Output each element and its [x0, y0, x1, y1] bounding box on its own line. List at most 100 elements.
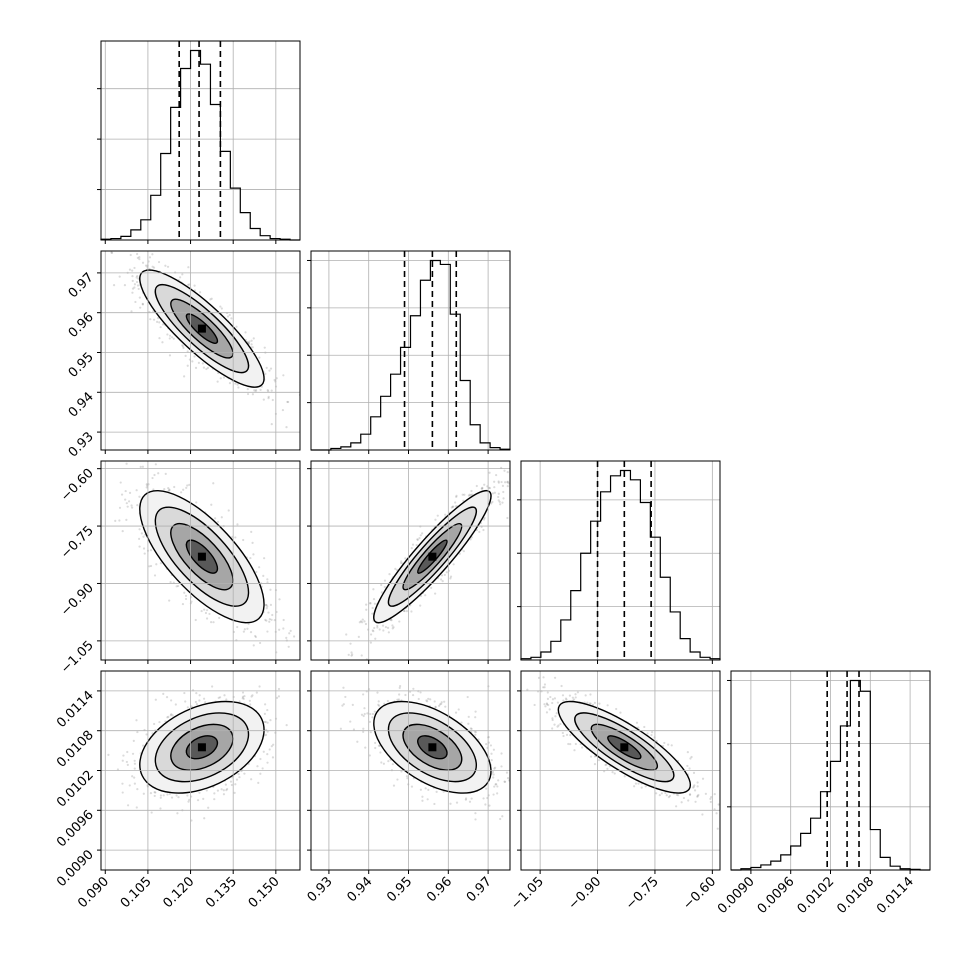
sample-point — [268, 748, 271, 751]
sample-point — [266, 761, 269, 764]
density-peak — [428, 552, 437, 561]
sample-point — [159, 562, 162, 565]
sample-point — [135, 806, 138, 809]
sample-point — [467, 494, 471, 497]
sample-point — [120, 493, 124, 496]
sample-point — [126, 505, 129, 508]
sample-point — [463, 493, 466, 496]
sample-point — [249, 556, 252, 560]
sample-point — [213, 792, 216, 795]
sample-point — [506, 485, 509, 488]
sample-point — [491, 492, 495, 495]
sample-point — [149, 791, 153, 795]
sample-point — [493, 486, 496, 489]
sample-point — [497, 481, 500, 484]
sample-point — [501, 501, 504, 504]
sample-point — [376, 626, 379, 629]
sample-point — [205, 789, 208, 792]
sample-point — [186, 706, 189, 709]
sample-point — [141, 303, 145, 306]
sample-point — [424, 594, 427, 597]
sample-point — [266, 389, 269, 392]
sample-point — [188, 283, 191, 286]
sample-point — [151, 253, 154, 256]
sample-point — [242, 697, 245, 700]
sample-point — [149, 318, 152, 321]
sample-point — [138, 495, 141, 498]
sample-point — [272, 743, 275, 746]
sample-point — [168, 354, 172, 357]
sample-point — [185, 486, 188, 489]
sample-point — [237, 386, 240, 389]
sample-point — [208, 612, 211, 616]
sample-point — [236, 383, 239, 386]
sample-point — [499, 503, 502, 506]
sample-point — [271, 613, 274, 617]
panel-diag-1 — [310, 250, 511, 451]
sample-point — [500, 457, 502, 459]
sample-point — [382, 629, 385, 632]
sample-point — [148, 256, 152, 259]
sample-point — [482, 518, 486, 521]
sample-point — [436, 514, 439, 517]
sample-point — [133, 767, 136, 770]
sample-point — [152, 266, 156, 269]
sample-point — [183, 591, 186, 594]
sample-point — [369, 641, 372, 644]
sample-point — [363, 620, 366, 623]
sample-point — [500, 480, 503, 484]
sample-point — [361, 618, 364, 621]
sample-point — [255, 570, 258, 574]
sample-point — [168, 792, 171, 796]
sample-point — [223, 694, 226, 697]
sample-point — [153, 794, 156, 798]
sample-point — [381, 624, 385, 627]
sample-point — [270, 745, 273, 748]
sample-point — [452, 505, 455, 508]
sample-point — [202, 366, 206, 369]
sample-point — [282, 374, 285, 377]
sample-point — [179, 276, 182, 279]
sample-point — [84, 231, 86, 233]
sample-point — [136, 275, 139, 278]
sample-point — [369, 633, 373, 636]
sample-point — [155, 563, 158, 566]
sample-point — [493, 480, 496, 483]
x-tick-label: 0.0096 — [755, 874, 798, 917]
sample-point — [416, 538, 419, 541]
sample-point — [205, 617, 209, 620]
sample-point — [241, 697, 244, 700]
sample-point — [228, 313, 231, 317]
sample-point — [497, 480, 500, 483]
sample-point — [471, 493, 474, 496]
sample-point — [405, 610, 409, 613]
sample-point — [126, 763, 129, 766]
sample-point — [371, 606, 374, 610]
sample-point — [152, 318, 156, 321]
sample-point — [266, 578, 269, 581]
sample-point — [166, 333, 169, 336]
sample-point — [349, 642, 352, 645]
sample-point — [218, 696, 222, 699]
sample-point — [177, 584, 180, 588]
sample-point — [430, 586, 433, 589]
sample-point — [186, 484, 189, 487]
sample-point — [135, 489, 138, 492]
sample-point — [519, 457, 521, 459]
sample-point — [498, 500, 501, 503]
sample-point — [387, 631, 390, 634]
sample-point — [107, 753, 110, 756]
histogram-3 — [731, 679, 930, 871]
sample-point — [158, 321, 161, 324]
sample-point — [252, 337, 255, 340]
sample-point — [248, 699, 251, 702]
sample-point — [139, 465, 142, 468]
sample-point — [350, 654, 353, 657]
sample-point — [140, 532, 143, 535]
sample-point — [138, 257, 141, 261]
sample-point — [455, 494, 458, 497]
sample-point — [289, 629, 292, 632]
sample-point — [138, 255, 141, 259]
sample-point — [176, 812, 179, 815]
sample-point — [475, 484, 478, 488]
